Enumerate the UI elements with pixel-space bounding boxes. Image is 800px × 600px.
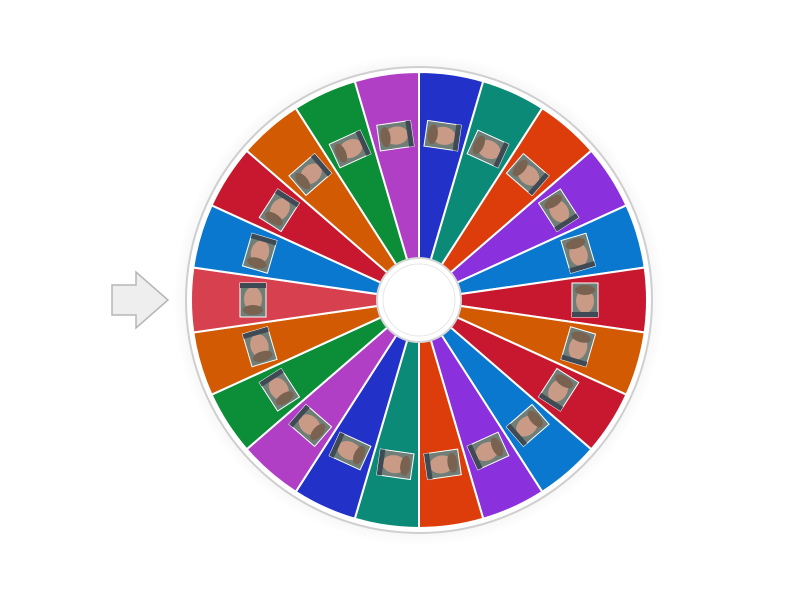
- photo-shirt: [355, 130, 371, 156]
- photo-shirt: [250, 233, 277, 246]
- photo-hair: [295, 172, 311, 190]
- segment-photo: [505, 152, 550, 197]
- photo-hair: [447, 452, 458, 473]
- photo-hair: [334, 143, 348, 163]
- photo-hair: [571, 331, 591, 343]
- photo-shirt: [405, 120, 415, 147]
- photo-shirt: [569, 261, 596, 274]
- segment-photo: [241, 232, 278, 274]
- segment-photo: [505, 403, 550, 448]
- photo-shirt: [288, 404, 310, 428]
- photo-hair: [544, 194, 563, 209]
- photo-hair: [310, 423, 326, 441]
- wheel-hub[interactable]: [382, 263, 456, 337]
- photo-shirt: [572, 312, 598, 317]
- photo-shirt: [240, 283, 266, 288]
- segment-photo: [328, 431, 372, 471]
- photo-shirt: [274, 188, 300, 208]
- wheel[interactable]: [190, 70, 648, 530]
- photo-shirt: [329, 432, 345, 458]
- photo-hair: [472, 135, 486, 155]
- photo-hair: [243, 305, 263, 315]
- segment-photo: [423, 448, 462, 481]
- photo-shirt: [259, 368, 284, 387]
- segment-photo: [560, 232, 597, 274]
- segment-photo: [258, 188, 301, 233]
- photo-hair: [490, 437, 504, 457]
- photo-hair: [565, 238, 586, 250]
- segment-photo: [241, 326, 278, 368]
- photo-hair: [252, 350, 273, 362]
- segment-photo: [288, 403, 333, 448]
- photo-hair: [265, 211, 283, 226]
- photo-hair: [247, 257, 267, 269]
- photo-shirt: [467, 444, 483, 470]
- pointer-arrow: [111, 270, 170, 330]
- segment-photo: [328, 129, 372, 169]
- segment-photo: [423, 119, 462, 152]
- photo-shirt: [242, 326, 269, 339]
- photo-shirt: [561, 354, 588, 367]
- segment-photo: [288, 152, 333, 197]
- segment-photo: [537, 188, 580, 233]
- photo-hair: [380, 127, 391, 148]
- photo-shirt: [554, 213, 579, 232]
- segment-photo: [560, 326, 597, 368]
- photo-hair: [400, 455, 411, 476]
- photo-hair: [575, 285, 595, 295]
- photo-face: [576, 289, 594, 313]
- photo-hair: [352, 445, 366, 465]
- segment-photo: [376, 119, 415, 152]
- segment-photo: [466, 431, 510, 471]
- photo-hair: [527, 410, 543, 428]
- segment-photo: [571, 282, 599, 318]
- photo-hair: [427, 124, 438, 145]
- photo-shirt: [538, 392, 564, 412]
- photo-shirt: [423, 453, 433, 480]
- photo-shirt: [452, 124, 462, 151]
- photo-shirt: [506, 423, 528, 447]
- photo-hair: [555, 374, 573, 389]
- photo-shirt: [528, 172, 550, 196]
- photo-shirt: [493, 142, 509, 168]
- photo-hair: [275, 391, 294, 406]
- photo-hair: [512, 159, 528, 177]
- segment-photo: [239, 282, 267, 318]
- segment-photo: [537, 367, 580, 412]
- photo-shirt: [310, 153, 332, 177]
- segment-photo: [258, 367, 301, 412]
- photo-face: [244, 287, 262, 311]
- segment-photo: [466, 129, 510, 169]
- segment-photo: [376, 448, 415, 481]
- photo-shirt: [376, 449, 386, 476]
